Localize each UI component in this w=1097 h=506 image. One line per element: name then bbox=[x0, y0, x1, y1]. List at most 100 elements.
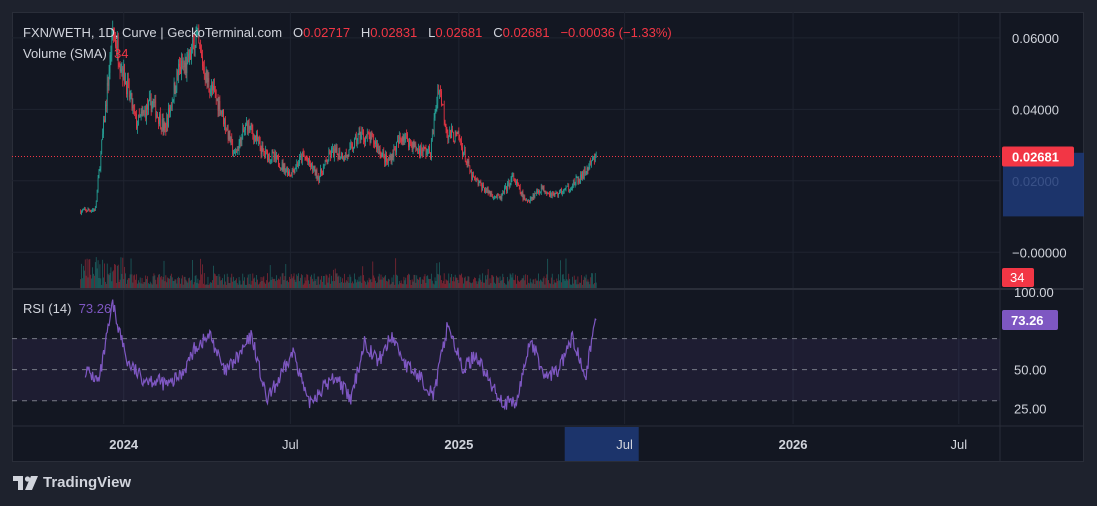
candle-body bbox=[97, 178, 99, 191]
candle-body bbox=[342, 153, 343, 160]
candle-body bbox=[426, 152, 428, 155]
candle-body bbox=[390, 156, 392, 162]
candle-body bbox=[221, 110, 222, 114]
candle-body bbox=[151, 102, 153, 112]
candle-body bbox=[113, 29, 114, 36]
candle-body bbox=[562, 191, 564, 193]
candle-body bbox=[518, 184, 519, 186]
candle-body bbox=[550, 192, 551, 196]
candle-body bbox=[237, 148, 239, 151]
candle-body bbox=[507, 183, 508, 191]
candle-body bbox=[370, 133, 372, 143]
candle-body bbox=[499, 196, 501, 198]
candle-body bbox=[236, 151, 237, 153]
candle-body bbox=[418, 148, 419, 150]
candle-body bbox=[279, 167, 281, 169]
candle-body bbox=[435, 109, 437, 112]
candle-body bbox=[347, 155, 349, 157]
candle-body bbox=[331, 148, 332, 157]
candle-body bbox=[489, 191, 491, 195]
candle-body bbox=[334, 148, 336, 152]
candle-body bbox=[453, 141, 455, 143]
candle-body bbox=[306, 158, 308, 161]
candle-body bbox=[266, 149, 267, 151]
candle-body bbox=[117, 40, 118, 52]
candle-body bbox=[405, 133, 407, 138]
candle-body bbox=[525, 199, 526, 201]
candle-body bbox=[324, 160, 326, 165]
candle-body bbox=[393, 148, 395, 157]
candle-body bbox=[594, 154, 596, 162]
candle-body bbox=[442, 104, 443, 106]
candle-body bbox=[203, 66, 204, 68]
current-price-label: 0.02681 bbox=[1012, 150, 1059, 165]
candle-body bbox=[372, 134, 374, 137]
candle-body bbox=[438, 91, 439, 93]
candle-body bbox=[345, 152, 347, 157]
candle-body bbox=[211, 84, 212, 91]
candle-body bbox=[364, 138, 365, 143]
candle-body bbox=[428, 146, 429, 150]
candle-body bbox=[201, 51, 202, 57]
candle-body bbox=[267, 150, 268, 161]
candle-body bbox=[513, 175, 515, 181]
candle-body bbox=[452, 129, 453, 132]
candle-body bbox=[456, 132, 458, 135]
candle-body bbox=[187, 53, 189, 59]
candle-body bbox=[236, 148, 238, 153]
candle-body bbox=[282, 162, 284, 170]
candle-body bbox=[388, 159, 389, 163]
candle-body bbox=[409, 139, 410, 148]
candle-body bbox=[423, 147, 425, 148]
candle-body bbox=[545, 191, 547, 194]
candle-body bbox=[414, 143, 416, 148]
candle-body bbox=[314, 166, 316, 176]
candle-body bbox=[493, 196, 494, 198]
candle-body bbox=[238, 143, 240, 151]
tradingview-logo[interactable]: TradingView bbox=[13, 474, 131, 491]
candle-body bbox=[572, 186, 573, 189]
brand-name: TradingView bbox=[43, 474, 132, 491]
candle-body bbox=[577, 177, 579, 183]
volume-label[interactable]: Volume (SMA) bbox=[23, 46, 107, 61]
candle-body bbox=[195, 34, 197, 48]
candle-body bbox=[129, 95, 131, 97]
candle-body bbox=[146, 104, 147, 119]
candle-body bbox=[120, 69, 122, 71]
candle-body bbox=[454, 131, 456, 142]
time-tick-label: 2024 bbox=[109, 437, 139, 452]
candle-body bbox=[357, 133, 359, 142]
candle-body bbox=[453, 131, 454, 142]
candle-body bbox=[127, 79, 128, 95]
candle-body bbox=[394, 148, 396, 149]
candle-body bbox=[143, 111, 145, 113]
high-value: 0.02831 bbox=[370, 25, 418, 40]
chart-canvas[interactable]: 0.060000.040000.02000−0.00000100.0050.00… bbox=[12, 12, 1084, 462]
candle-body bbox=[219, 101, 221, 114]
candle-body bbox=[242, 128, 244, 135]
candle-body bbox=[100, 152, 102, 169]
candle-body bbox=[402, 136, 404, 142]
candle-body bbox=[147, 104, 148, 110]
candle-body bbox=[421, 146, 422, 153]
open-value: 0.02717 bbox=[303, 25, 351, 40]
candle-body bbox=[516, 181, 517, 184]
candle-body bbox=[383, 151, 385, 155]
candle-body bbox=[557, 193, 559, 196]
candle-body bbox=[138, 114, 140, 117]
candle-body bbox=[90, 210, 92, 212]
candle-body bbox=[417, 149, 418, 151]
candle-body bbox=[259, 140, 261, 148]
candle-body bbox=[588, 166, 590, 171]
candle-body bbox=[569, 190, 570, 192]
candle-body bbox=[410, 139, 411, 143]
candle-body bbox=[276, 155, 277, 159]
candle-body bbox=[316, 169, 318, 179]
candle-body bbox=[136, 114, 137, 129]
rsi-label[interactable]: RSI (14) bbox=[23, 301, 72, 316]
candle-body bbox=[472, 175, 473, 180]
candle-body bbox=[471, 171, 472, 180]
symbol-title[interactable]: FXN/WETH, 1D, Curve | GeckoTerminal.com bbox=[23, 25, 283, 40]
candle-body bbox=[432, 133, 434, 135]
candle-body bbox=[109, 55, 111, 73]
